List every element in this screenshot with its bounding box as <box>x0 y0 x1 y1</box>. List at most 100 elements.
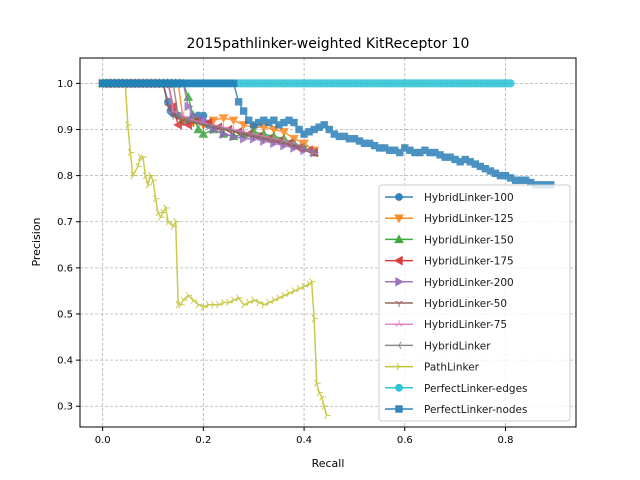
marker-stroke <box>316 392 320 397</box>
marker-stroke <box>178 304 182 309</box>
marker-stroke <box>207 121 211 126</box>
marker-stroke <box>398 323 403 327</box>
marker-stroke <box>281 291 285 296</box>
y-tick-label: 0.8 <box>57 171 73 182</box>
marker-stroke <box>309 281 313 286</box>
marker-stroke <box>160 208 164 213</box>
plot-frame <box>79 57 577 428</box>
data-point <box>264 135 272 143</box>
marker-stroke <box>286 292 290 297</box>
data-point <box>395 320 403 327</box>
data-point <box>135 162 142 171</box>
data-point <box>395 193 403 201</box>
data-point <box>394 214 404 224</box>
marker-stroke <box>195 304 199 309</box>
marker-stroke <box>158 216 162 221</box>
x-axis-label: Recall <box>312 457 345 470</box>
marker-stroke <box>140 156 144 161</box>
data-point <box>160 208 168 217</box>
marker-stroke <box>221 302 224 307</box>
marker-stroke <box>163 204 167 209</box>
data-point <box>244 116 253 124</box>
data-point <box>127 148 135 157</box>
marker-stroke <box>153 194 156 199</box>
marker-stroke <box>236 297 240 302</box>
series-perfectlinker-nodes <box>98 79 555 189</box>
data-point <box>130 171 137 180</box>
chart-title: 2015pathlinker-weighted KitReceptor 10 <box>187 36 470 52</box>
x-tick-label: 0.8 <box>498 435 514 446</box>
data-point <box>194 118 201 127</box>
marker-stroke <box>291 290 295 295</box>
marker-stroke <box>197 122 201 127</box>
marker-stroke <box>306 280 310 285</box>
x-tick-label: 0.4 <box>296 435 312 446</box>
series-layer <box>97 78 555 420</box>
marker-stroke <box>286 289 290 294</box>
data-point <box>244 130 252 138</box>
legend-label: PerfectLinker-nodes <box>424 404 527 416</box>
marker-stroke <box>200 306 204 311</box>
legend-item: HybridLinker-200 <box>385 277 514 289</box>
data-point <box>254 132 262 141</box>
data-point <box>234 98 243 106</box>
y-tick-label: 1.0 <box>57 79 73 90</box>
marker-stroke <box>160 212 164 217</box>
marker-stroke <box>288 143 292 148</box>
marker-stroke <box>278 140 282 145</box>
data-point <box>279 128 289 137</box>
data-point <box>170 222 178 231</box>
legend-label: HybridLinker-200 <box>424 277 514 289</box>
marker-stroke <box>301 282 305 287</box>
data-point <box>239 107 248 115</box>
data-point <box>228 116 239 126</box>
marker-stroke <box>298 145 302 150</box>
marker-stroke <box>314 382 318 387</box>
marker-stroke <box>135 162 139 167</box>
data-point <box>158 213 165 221</box>
marker-stroke <box>218 126 221 131</box>
marker-stroke <box>228 125 231 130</box>
marker-stroke <box>127 152 131 157</box>
data-point <box>155 208 163 217</box>
marker-stroke <box>324 411 328 416</box>
marker-stroke <box>319 393 323 398</box>
data-point <box>236 294 243 302</box>
data-point <box>169 107 177 114</box>
marker-stroke <box>216 301 219 306</box>
data-point <box>190 296 198 304</box>
marker-stroke <box>155 208 159 213</box>
data-point <box>178 301 185 309</box>
data-point <box>295 125 303 134</box>
x-tick-label: 0.2 <box>195 435 211 446</box>
y-tick-label: 0.7 <box>57 217 73 228</box>
x-tick-label: 0.6 <box>397 435 413 446</box>
data-point <box>150 176 158 184</box>
marker-stroke <box>246 298 250 303</box>
legend: HybridLinker-100 HybridLinker-125 HybridLi… <box>378 184 571 422</box>
marker-stroke <box>165 221 169 226</box>
legend-label: HybridLinker <box>424 340 491 352</box>
data-point <box>184 116 191 124</box>
marker-stroke <box>182 115 187 119</box>
marker-stroke <box>185 295 189 300</box>
marker-stroke <box>216 304 219 309</box>
marker-stroke <box>205 301 209 306</box>
marker-stroke <box>125 124 129 129</box>
marker-stroke <box>197 118 201 123</box>
data-point <box>153 194 160 203</box>
marker-stroke <box>177 115 181 120</box>
legend-label: PathLinker <box>424 362 480 374</box>
marker-stroke <box>313 152 317 157</box>
marker-stroke <box>172 110 177 114</box>
marker-stroke <box>135 166 139 171</box>
marker-stroke <box>190 296 194 301</box>
data-point <box>325 125 333 134</box>
marker-stroke <box>200 303 204 308</box>
marker-stroke <box>396 366 400 371</box>
marker-stroke <box>228 129 231 134</box>
marker-stroke <box>311 318 315 323</box>
legend-label: HybridLinker-175 <box>424 256 514 268</box>
data-point <box>284 139 292 148</box>
